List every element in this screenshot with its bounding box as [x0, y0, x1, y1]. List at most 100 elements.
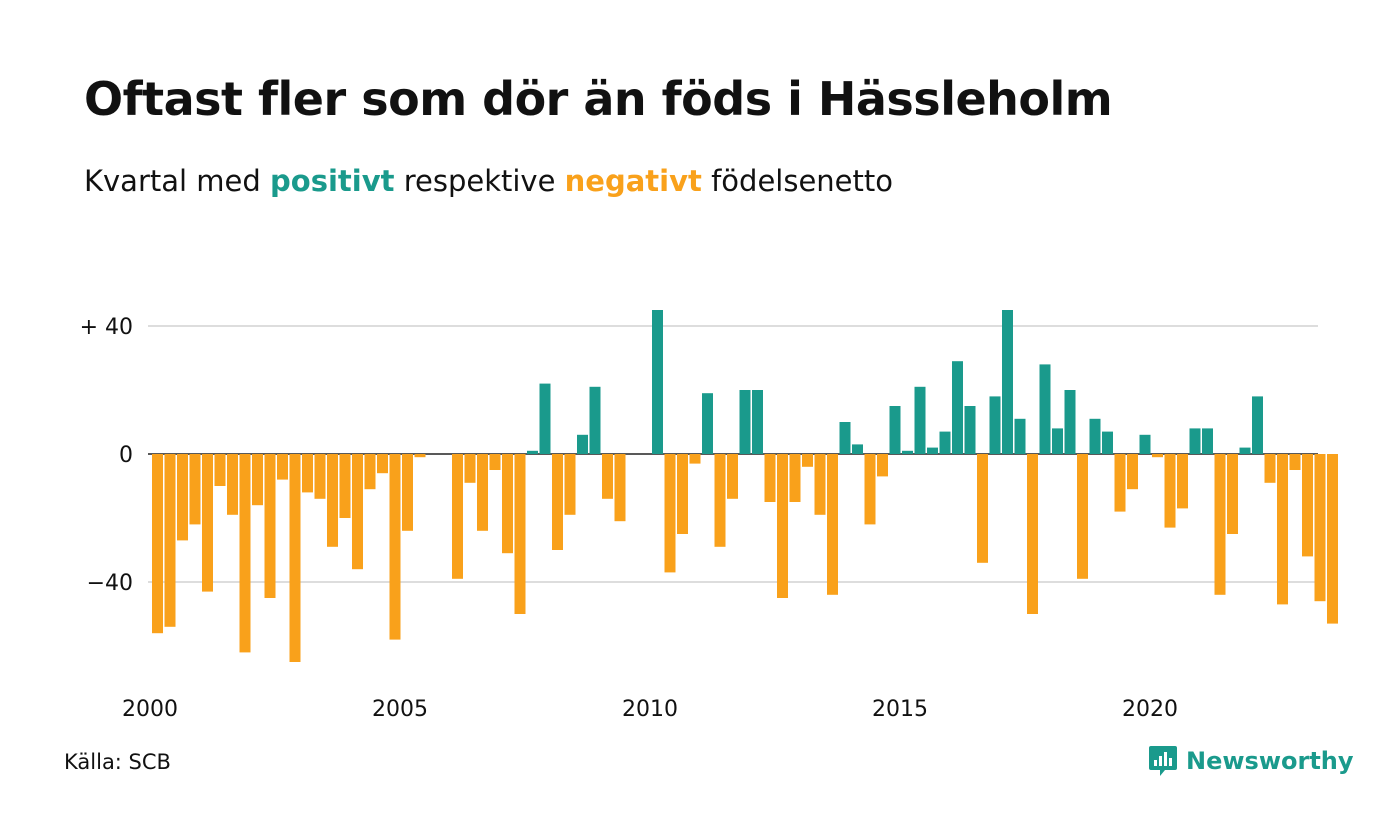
y-tick-label: −40 [87, 571, 133, 596]
bar [539, 383, 551, 454]
bar [1189, 428, 1201, 454]
x-tick-label: 2000 [122, 697, 178, 722]
bar [514, 454, 526, 614]
newsworthy-logo-icon [1149, 746, 1177, 776]
bar [777, 454, 788, 598]
x-tick-label: 2005 [372, 697, 428, 722]
bar [714, 454, 726, 547]
bar [752, 390, 763, 454]
bar [364, 454, 376, 490]
bar [189, 454, 201, 525]
bar [839, 422, 851, 454]
bar [1314, 454, 1326, 602]
bar [477, 454, 488, 531]
y-tick-label: + 40 [80, 315, 133, 340]
bar [389, 454, 401, 640]
bar [652, 310, 663, 454]
bar [902, 450, 913, 454]
bar [764, 454, 776, 502]
bar [1014, 418, 1026, 454]
newsworthy-logo-text: Newsworthy [1186, 747, 1354, 775]
bar [302, 454, 313, 493]
subtitle-middle: respektive [403, 164, 556, 198]
bar [1202, 428, 1213, 454]
bar [227, 454, 238, 515]
subtitle-negative-label: negativt [564, 164, 702, 198]
bar [264, 454, 276, 598]
y-tick-label: 0 [119, 443, 133, 468]
bar [889, 406, 901, 454]
subtitle-suffix: födelsenetto [711, 164, 893, 198]
bar [789, 454, 801, 502]
bar [1139, 434, 1151, 454]
bar [164, 454, 176, 627]
bar [989, 396, 1001, 454]
bar [177, 454, 188, 541]
bar [214, 454, 226, 486]
bar [1214, 454, 1226, 595]
bar [802, 454, 813, 467]
bar [939, 431, 951, 454]
bar [689, 454, 701, 464]
bar [414, 454, 426, 458]
bar-chart: + 40 0 −40 2000 2005 2010 2015 2020 [80, 310, 1338, 722]
bar [914, 386, 926, 454]
bar [277, 454, 288, 480]
bar [664, 454, 676, 573]
bar [464, 454, 476, 483]
bar [527, 450, 538, 454]
subtitle-prefix: Kvartal med [84, 164, 261, 198]
bar [1102, 431, 1113, 454]
bar [402, 454, 413, 531]
bar [239, 454, 251, 653]
bar [202, 454, 213, 592]
bar [827, 454, 838, 595]
bar [314, 454, 326, 499]
bar [1127, 454, 1138, 490]
bar [1302, 454, 1313, 557]
bar [1089, 418, 1101, 454]
bar [577, 434, 588, 454]
bar [1052, 428, 1063, 454]
bar [1252, 396, 1263, 454]
bar [489, 454, 501, 470]
bar [564, 454, 576, 515]
bar [864, 454, 876, 525]
bar [339, 454, 351, 518]
bar [502, 454, 513, 554]
bar [977, 454, 988, 563]
bar [1289, 454, 1301, 470]
axis-labels: + 40 0 −40 2000 2005 2010 2015 2020 [80, 315, 1178, 722]
subtitle-positive-label: positivt [270, 164, 395, 198]
bar [1114, 454, 1126, 512]
bar [602, 454, 613, 499]
bar [1227, 454, 1238, 534]
bar [377, 454, 388, 474]
x-tick-label: 2020 [1122, 697, 1178, 722]
bar [552, 454, 563, 550]
bar [727, 454, 738, 499]
bar [739, 390, 751, 454]
bar [677, 454, 688, 534]
bar [1327, 454, 1338, 624]
bar [877, 454, 888, 477]
bar [1164, 454, 1176, 528]
bar [1239, 447, 1251, 454]
bar [252, 454, 263, 506]
bar [589, 386, 601, 454]
newsworthy-logo: Newsworthy [1148, 744, 1354, 778]
bar [852, 444, 863, 454]
bar [1077, 454, 1088, 579]
bar [1039, 364, 1051, 454]
bar [327, 454, 338, 547]
bars [152, 310, 1338, 662]
bar [927, 447, 938, 454]
source-note: Källa: SCB [64, 750, 171, 774]
bar [1264, 454, 1276, 483]
bar [289, 454, 301, 662]
bar [1027, 454, 1038, 614]
bar [1152, 454, 1163, 458]
x-tick-label: 2010 [622, 697, 678, 722]
bar [452, 454, 463, 579]
bar [1064, 390, 1076, 454]
